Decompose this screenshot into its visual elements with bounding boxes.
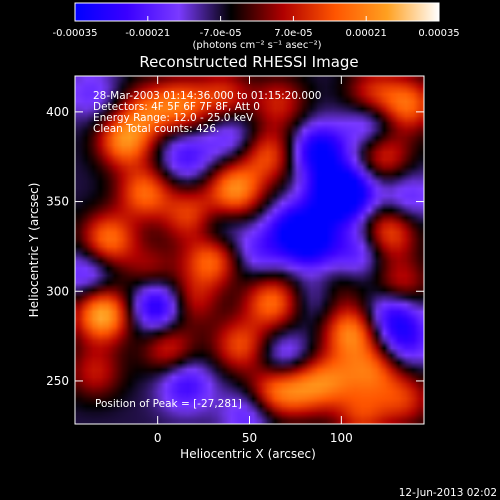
y-axis: 250 300 350 400 xyxy=(46,105,424,388)
colorbar-ticks: -0.00035 -0.00021 -7.0e-05 7.0e-05 0.00021 0.… xyxy=(53,16,460,39)
chart-title: Reconstructed RHESSI Image xyxy=(139,53,358,71)
x-axis: 0 50 100 xyxy=(154,76,353,445)
x-tick-label: 50 xyxy=(242,431,257,445)
annotation-time-range: 28-Mar-2003 01:14:36.000 to 01:15:20.000 xyxy=(93,90,321,102)
y-tick-label: 400 xyxy=(46,105,69,119)
x-tick-label: 0 xyxy=(154,431,162,445)
y-axis-label: Heliocentric Y (arcsec) xyxy=(27,183,41,318)
y-tick-label: 350 xyxy=(46,195,69,209)
annotation-clean-counts: Clean Total counts: 426. xyxy=(93,123,219,135)
colorbar-tick-label: -7.0e-05 xyxy=(200,28,242,39)
colorbar-tick-label: 0.00035 xyxy=(418,28,459,39)
colorbar-tick-label: -0.00035 xyxy=(53,28,98,39)
colorbar: -0.00035 -0.00021 -7.0e-05 7.0e-05 0.00021 0.… xyxy=(53,2,460,51)
peak-position-label: Position of Peak = [-27,281] xyxy=(95,398,242,410)
colorbar-tick-label: 7.0e-05 xyxy=(274,28,312,39)
footer-date: 12-Jun-2013 02:02 xyxy=(399,487,497,499)
colorbar-tick-label: -0.00021 xyxy=(125,28,170,39)
x-tick-label: 100 xyxy=(330,431,353,445)
colorbar-gradient xyxy=(74,2,440,22)
heatmap-image xyxy=(75,76,424,424)
colorbar-unit-label: (photons cm⁻² s⁻¹ asec⁻²) xyxy=(192,40,321,51)
heatmap-area xyxy=(75,76,424,424)
y-tick-label: 300 xyxy=(46,284,69,298)
annotation-detectors: Detectors: 4F 5F 6F 7F 8F, Att 0 xyxy=(93,101,260,113)
annotation-block: 28-Mar-2003 01:14:36.000 to 01:15:20.000… xyxy=(93,90,321,135)
y-tick-label: 250 xyxy=(46,374,69,388)
annotation-energy-range: Energy Range: 12.0 - 25.0 keV xyxy=(93,112,254,124)
colorbar-tick-label: 0.00021 xyxy=(346,28,387,39)
x-axis-label: Heliocentric X (arcsec) xyxy=(180,447,316,461)
